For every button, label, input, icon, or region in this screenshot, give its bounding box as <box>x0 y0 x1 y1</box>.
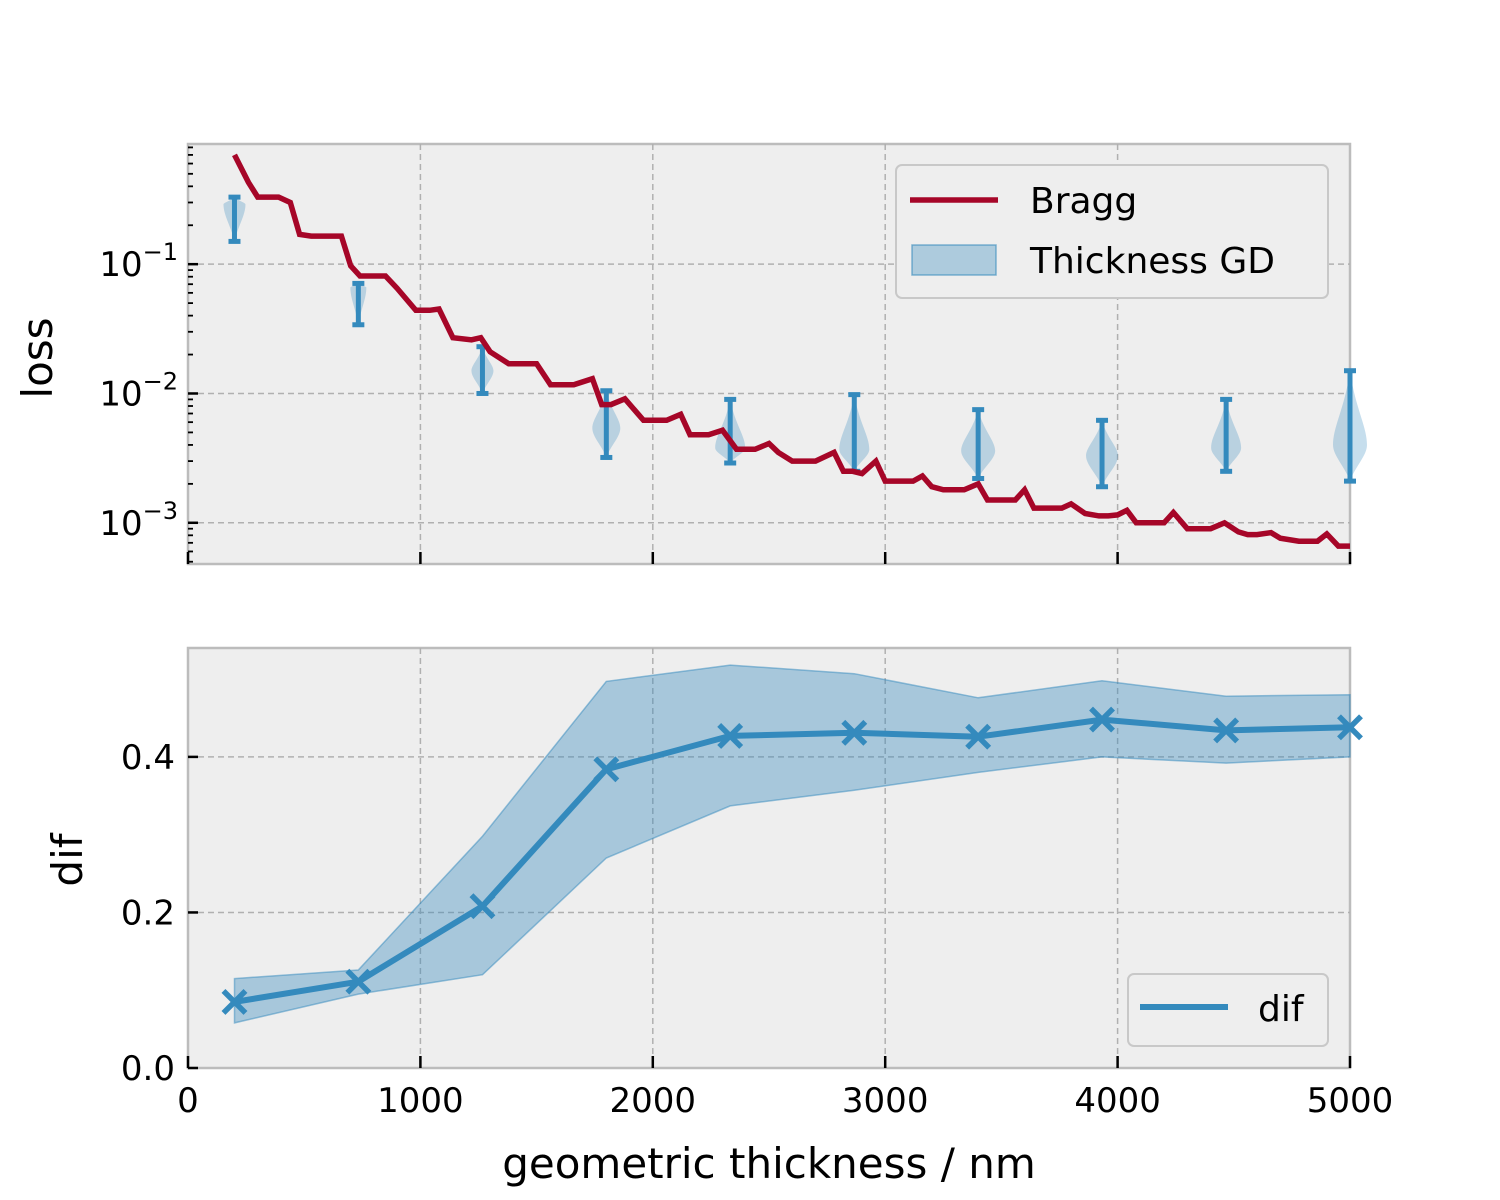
dif-x-tick-label: 4000 <box>1074 1081 1161 1121</box>
dif-marker-stroke <box>1337 714 1363 741</box>
dif-x-tick-label: 5000 <box>1307 1081 1394 1121</box>
dif-y-axis-label: dif <box>43 832 92 886</box>
dif-x-tick-label: 1000 <box>377 1081 464 1121</box>
loss-y-tick-label: 10−1 <box>99 238 178 285</box>
dif-marker-stroke <box>221 988 248 1015</box>
legend-thickness-gd-label: Thickness GD <box>1029 241 1275 282</box>
dif-marker-stroke <box>469 893 496 920</box>
dif-marker-stroke <box>1089 706 1115 733</box>
loss-y-axis-label: loss <box>13 317 62 398</box>
loss-y-tick-labels: 10−1 10−2 10−3 <box>99 238 178 544</box>
legend-thickness-gd-swatch <box>911 244 997 276</box>
dif-marker <box>469 893 496 920</box>
dif-marker <box>841 719 868 746</box>
loss-grid <box>188 144 1350 564</box>
loss-y-tick-label: 10−3 <box>99 497 178 544</box>
dif-marker <box>717 722 744 749</box>
dif-marker <box>221 988 248 1015</box>
dif-marker <box>593 756 620 783</box>
loss-legend: Bragg Thickness GD <box>895 164 1329 299</box>
dif-x-axis-label: geometric thickness / nm <box>502 1139 1036 1188</box>
legend-dif-label: dif <box>1258 989 1305 1030</box>
dif-x-tick-label: 2000 <box>610 1081 697 1121</box>
loss-legend-box <box>895 164 1329 299</box>
loss-panel: 10−1 10−2 10−3 loss Bragg Thickness GD <box>13 142 1367 566</box>
dif-grid <box>188 648 1350 1068</box>
dif-marker-stroke <box>841 719 868 746</box>
dif-marker <box>965 723 992 750</box>
dif-marker-stroke <box>717 722 744 749</box>
dif-x-tick-label: 3000 <box>842 1081 929 1121</box>
dif-marker <box>1213 717 1240 744</box>
dif-line <box>234 716 1351 1005</box>
bragg-line <box>232 153 1350 549</box>
dif-legend: dif <box>1127 973 1329 1047</box>
dif-ticks <box>186 755 1352 1070</box>
dif-y-tick-label: 0.0 <box>121 1049 175 1089</box>
dif-y-tick-label: 0.2 <box>121 893 175 933</box>
dif-panel: 0.0 0.2 0.4 0 1000 2000 3000 4000 5000 dif geom… <box>43 646 1393 1188</box>
dif-y-tick-labels: 0.0 0.2 0.4 <box>121 738 175 1089</box>
dif-x-tick-label: 0 <box>177 1081 199 1121</box>
loss-y-tick-label: 10−2 <box>99 367 178 414</box>
dif-x-tick-labels: 0 1000 2000 3000 4000 5000 <box>177 1081 1393 1121</box>
dif-marker-stroke <box>345 968 372 995</box>
dif-markers <box>221 706 1363 1015</box>
loss-ticks <box>186 146 1352 564</box>
dif-marker-stroke <box>1213 717 1240 744</box>
dif-band <box>233 664 1351 1024</box>
dif-marker-stroke <box>593 756 620 783</box>
dif-marker <box>345 968 372 995</box>
dif-marker-stroke <box>965 723 992 750</box>
dif-marker <box>1089 706 1115 733</box>
dif-y-tick-label: 0.4 <box>121 738 175 778</box>
dif-marker <box>1337 714 1363 741</box>
legend-bragg-label: Bragg <box>1030 181 1137 222</box>
